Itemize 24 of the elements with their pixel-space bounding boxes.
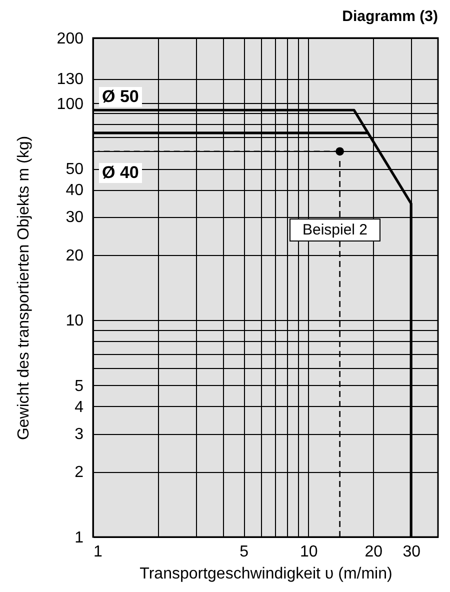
y-tick-label: 4 [74, 398, 84, 416]
y-axis-title: Gewicht des transportierten Objekts m (kg) [16, 136, 32, 440]
y-tick-label: 3 [74, 426, 84, 444]
y-tick-label: 200 [56, 30, 84, 48]
y-tick-label: 40 [66, 182, 84, 200]
y-tick-label: 1 [74, 530, 84, 546]
y-tick-label: 2 [74, 464, 84, 482]
y-tick-label: 130 [56, 71, 84, 88]
x-tick-label: 10 [300, 544, 318, 560]
series-label: Ø 50 [99, 87, 142, 108]
x-axis-title: Transportgeschwindigkeit υ (m/min) [140, 566, 392, 582]
y-tick-label: 10 [66, 312, 84, 330]
series-label: Ø 40 [99, 162, 142, 183]
y-tick-label: 30 [66, 209, 84, 226]
y-tick-label: 50 [66, 161, 84, 178]
x-tick-label: 20 [364, 544, 383, 560]
x-tick-label: 30 [402, 544, 421, 560]
x-tick-label: 1 [94, 544, 102, 560]
y-tick-label: 5 [74, 378, 84, 395]
x-tick-label: 5 [240, 544, 249, 560]
chart-title: Diagramm (3) [342, 8, 438, 25]
y-tick-label: 100 [56, 96, 84, 113]
annotation: Beispiel 2 [289, 218, 381, 242]
y-tick-label: 20 [66, 247, 84, 264]
